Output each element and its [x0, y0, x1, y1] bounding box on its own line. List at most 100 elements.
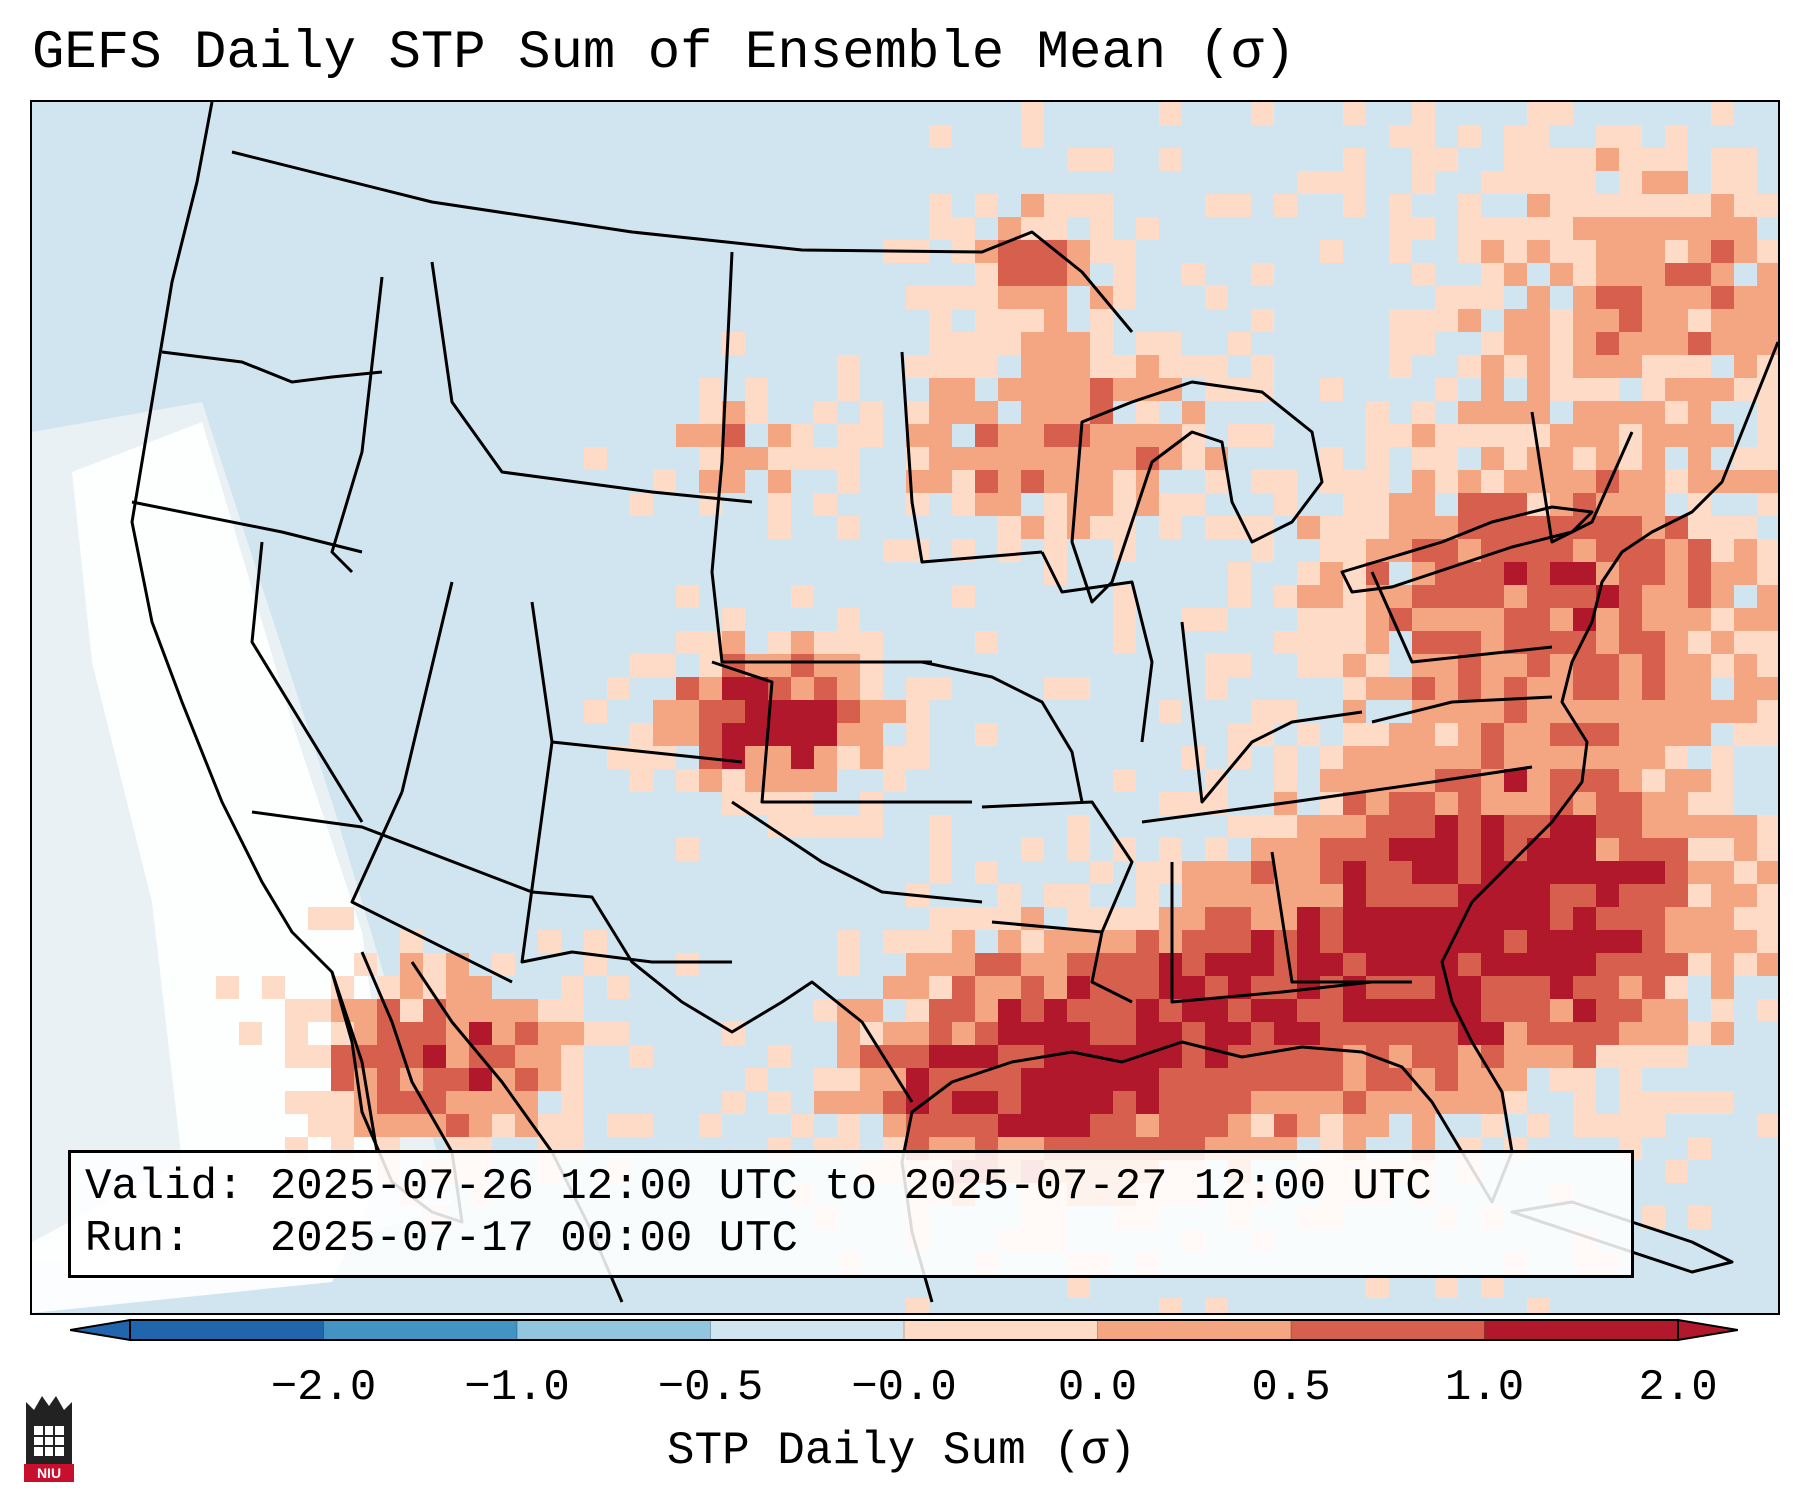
anomaly-cell — [1481, 1022, 1504, 1045]
anomaly-cell — [1228, 907, 1251, 930]
anomaly-cell — [1665, 240, 1688, 263]
anomaly-cell — [1320, 539, 1343, 562]
anomaly-cell — [607, 976, 630, 999]
anomaly-cell — [1481, 1091, 1504, 1114]
anomaly-cell — [1619, 332, 1642, 355]
anomaly-cell — [1596, 378, 1619, 401]
anomaly-cell — [1343, 1091, 1366, 1114]
anomaly-cell — [814, 1091, 837, 1114]
anomaly-cell — [860, 1045, 883, 1068]
anomaly-cell — [1458, 1045, 1481, 1068]
anomaly-cell — [1228, 723, 1251, 746]
anomaly-cell — [1596, 148, 1619, 171]
anomaly-cell — [1527, 1022, 1550, 1045]
anomaly-cell — [1159, 516, 1182, 539]
anomaly-cell — [1090, 378, 1113, 401]
anomaly-cell — [1067, 907, 1090, 930]
anomaly-cell — [1757, 263, 1778, 286]
anomaly-cell — [1642, 723, 1665, 746]
anomaly-cell — [1366, 447, 1389, 470]
anomaly-cell — [1044, 194, 1067, 217]
colorbar-segment — [1484, 1320, 1679, 1340]
anomaly-cell — [1389, 1045, 1412, 1068]
anomaly-cell — [1458, 1091, 1481, 1114]
anomaly-cell — [1274, 493, 1297, 516]
anomaly-cell — [929, 677, 952, 700]
anomaly-cell — [1642, 792, 1665, 815]
anomaly-cell — [837, 447, 860, 470]
anomaly-cell — [1504, 148, 1527, 171]
anomaly-cell — [446, 1068, 469, 1091]
anomaly-cell — [469, 999, 492, 1022]
anomaly-cell — [1642, 1091, 1665, 1114]
anomaly-cell — [1389, 723, 1412, 746]
anomaly-cell — [1044, 424, 1067, 447]
anomaly-cell — [1481, 1275, 1504, 1298]
anomaly-cell — [1619, 217, 1642, 240]
anomaly-cell — [1412, 493, 1435, 516]
anomaly-cell — [1205, 930, 1228, 953]
anomaly-cell — [1343, 654, 1366, 677]
anomaly-cell — [1412, 907, 1435, 930]
anomaly-cell — [1642, 401, 1665, 424]
anomaly-cell — [1182, 1045, 1205, 1068]
anomaly-cell — [1435, 792, 1458, 815]
co-nm — [520, 741, 732, 964]
anomaly-cell — [1734, 930, 1757, 953]
anomaly-cell — [1228, 516, 1251, 539]
anomaly-cell — [768, 815, 791, 838]
anomaly-cell — [1665, 194, 1688, 217]
anomaly-cell — [837, 631, 860, 654]
anomaly-cell — [1136, 424, 1159, 447]
anomaly-cell — [1435, 861, 1458, 884]
anomaly-cell — [1067, 424, 1090, 447]
anomaly-cell — [239, 1022, 262, 1045]
anomaly-cell — [998, 953, 1021, 976]
anomaly-cell — [1481, 677, 1504, 700]
anomaly-cell — [1573, 976, 1596, 999]
anomaly-cell — [1688, 240, 1711, 263]
anomaly-cell — [1550, 838, 1573, 861]
anomaly-cell — [1481, 332, 1504, 355]
anomaly-cell — [1757, 930, 1778, 953]
anomaly-cell — [1619, 999, 1642, 1022]
anomaly-cell — [1274, 953, 1297, 976]
anomaly-cell — [1458, 792, 1481, 815]
anomaly-cell — [1550, 585, 1573, 608]
anomaly-cell — [492, 1091, 515, 1114]
anomaly-cell — [1665, 907, 1688, 930]
anomaly-cell — [1711, 516, 1734, 539]
anomaly-cell — [1596, 907, 1619, 930]
anomaly-cell — [1113, 631, 1136, 654]
anomaly-cell — [1136, 493, 1159, 516]
anomaly-cell — [1619, 470, 1642, 493]
anomaly-cell — [1665, 355, 1688, 378]
anomaly-cell — [308, 1045, 331, 1068]
anomaly-cell — [1343, 608, 1366, 631]
anomaly-cell — [1642, 976, 1665, 999]
anomaly-cell — [1527, 884, 1550, 907]
anomaly-cell — [1458, 424, 1481, 447]
anomaly-cell — [1711, 907, 1734, 930]
anomaly-cell — [929, 907, 952, 930]
anomaly-cell — [952, 976, 975, 999]
anomaly-cell — [837, 1045, 860, 1068]
anomaly-cell — [1320, 884, 1343, 907]
anomaly-cell — [1550, 102, 1573, 125]
anomaly-cell — [814, 700, 837, 723]
anomaly-cell — [1366, 976, 1389, 999]
anomaly-cell — [1573, 884, 1596, 907]
anomaly-cell — [377, 976, 400, 999]
anomaly-cell — [446, 976, 469, 999]
anomaly-cell — [1688, 861, 1711, 884]
anomaly-cell — [1596, 194, 1619, 217]
anomaly-cell — [1619, 355, 1642, 378]
anomaly-cell — [929, 861, 952, 884]
anomaly-cell — [1274, 631, 1297, 654]
anomaly-cell — [1550, 194, 1573, 217]
anomaly-cell — [1688, 562, 1711, 585]
anomaly-cell — [1711, 194, 1734, 217]
anomaly-cell — [929, 424, 952, 447]
anomaly-cell — [975, 447, 998, 470]
anomaly-cell — [1412, 930, 1435, 953]
